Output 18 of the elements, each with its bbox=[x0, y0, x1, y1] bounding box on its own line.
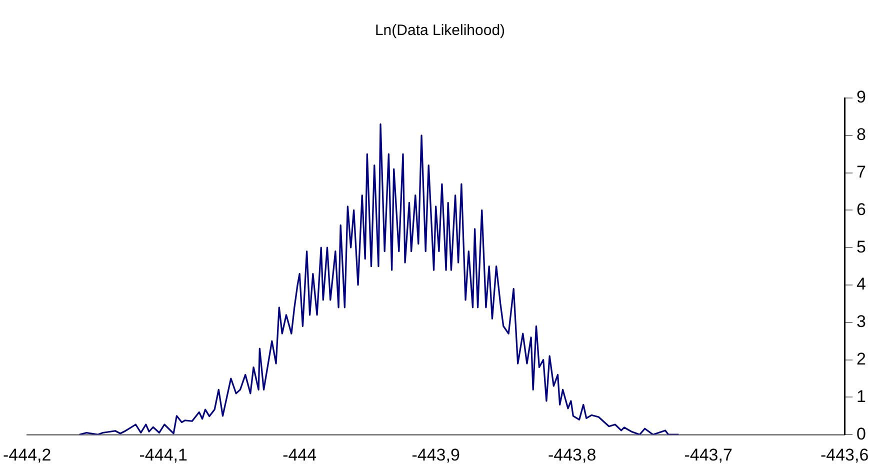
x-tick-label: -444,2 bbox=[3, 445, 52, 464]
x-tick-label: -444,1 bbox=[139, 445, 188, 464]
y-tick-label: 6 bbox=[856, 200, 866, 219]
y-tick-label: 4 bbox=[856, 274, 866, 294]
chart-title: Ln(Data Likelihood) bbox=[374, 22, 506, 40]
y-tick-label: 7 bbox=[856, 162, 866, 182]
y-tick-label: 0 bbox=[856, 424, 866, 444]
y-tick-label: 8 bbox=[856, 125, 866, 144]
x-tick-label: -443,9 bbox=[412, 445, 460, 464]
y-tick-label: 3 bbox=[856, 312, 866, 332]
y-tick-label: 9 bbox=[856, 88, 866, 107]
x-tick-label: -443,6 bbox=[820, 445, 869, 464]
y-tick-label: 2 bbox=[856, 349, 866, 368]
x-tick-label: -444 bbox=[282, 445, 317, 464]
y-tick-label: 5 bbox=[856, 237, 866, 256]
y-tick-label: 1 bbox=[856, 386, 866, 406]
x-tick-label: -443,7 bbox=[684, 445, 732, 464]
x-tick-label: -443,8 bbox=[548, 445, 596, 464]
